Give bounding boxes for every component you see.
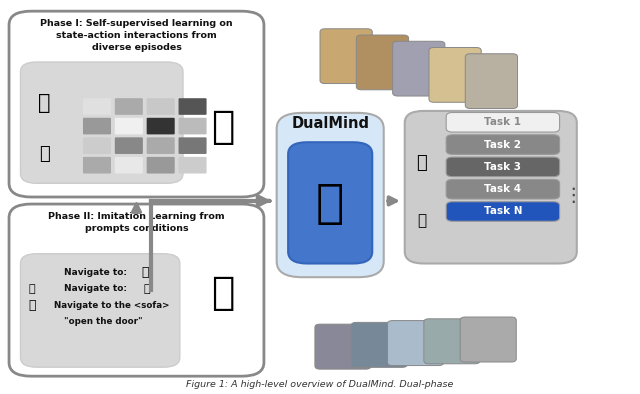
FancyBboxPatch shape	[446, 113, 559, 132]
Text: Navigate to:: Navigate to:	[64, 284, 127, 294]
Text: Task 4: Task 4	[484, 184, 522, 194]
Text: ⋮: ⋮	[563, 186, 583, 204]
Text: Figure 1: A high-level overview of DualMind. Dual-phase: Figure 1: A high-level overview of DualM…	[186, 380, 454, 389]
FancyBboxPatch shape	[388, 321, 444, 366]
FancyBboxPatch shape	[147, 138, 175, 154]
FancyBboxPatch shape	[404, 111, 577, 264]
Text: Task 1: Task 1	[484, 117, 522, 127]
FancyBboxPatch shape	[179, 138, 207, 154]
FancyBboxPatch shape	[356, 35, 408, 90]
FancyBboxPatch shape	[424, 319, 480, 364]
FancyBboxPatch shape	[115, 157, 143, 173]
FancyBboxPatch shape	[9, 204, 264, 376]
FancyBboxPatch shape	[351, 322, 407, 367]
FancyBboxPatch shape	[83, 98, 111, 115]
FancyBboxPatch shape	[147, 157, 175, 173]
FancyBboxPatch shape	[393, 41, 445, 96]
Text: 🦾: 🦾	[38, 93, 51, 113]
FancyBboxPatch shape	[446, 179, 559, 199]
FancyBboxPatch shape	[115, 138, 143, 154]
FancyBboxPatch shape	[276, 113, 384, 277]
Text: Navigate to:: Navigate to:	[64, 268, 127, 277]
FancyBboxPatch shape	[288, 142, 372, 264]
Text: 🖥: 🖥	[143, 284, 150, 294]
FancyBboxPatch shape	[179, 118, 207, 134]
Text: 🧠: 🧠	[211, 274, 235, 312]
FancyBboxPatch shape	[115, 118, 143, 134]
FancyBboxPatch shape	[315, 324, 371, 369]
Text: 🤖: 🤖	[417, 213, 426, 228]
Text: Task 2: Task 2	[484, 139, 522, 150]
Text: 🧠: 🧠	[211, 108, 235, 145]
FancyBboxPatch shape	[320, 29, 372, 84]
FancyBboxPatch shape	[115, 98, 143, 115]
Text: Phase II: Imitation Learning from
prompts conditions: Phase II: Imitation Learning from prompt…	[48, 212, 225, 233]
FancyBboxPatch shape	[446, 135, 559, 154]
Text: Task N: Task N	[484, 206, 522, 216]
FancyBboxPatch shape	[446, 157, 559, 177]
FancyBboxPatch shape	[179, 98, 207, 115]
FancyBboxPatch shape	[20, 254, 180, 367]
Text: DualMind: DualMind	[291, 116, 369, 131]
Text: Navigate to the <sofa>: Navigate to the <sofa>	[54, 301, 169, 310]
Text: "open the door": "open the door"	[64, 317, 143, 326]
FancyBboxPatch shape	[20, 62, 183, 183]
FancyBboxPatch shape	[465, 54, 518, 108]
FancyBboxPatch shape	[83, 118, 111, 134]
Text: 🦾: 🦾	[417, 154, 428, 171]
FancyBboxPatch shape	[446, 202, 559, 221]
FancyBboxPatch shape	[179, 157, 207, 173]
Text: Phase I: Self-supervised learning on
state-action interactions from
diverse epis: Phase I: Self-supervised learning on sta…	[40, 19, 233, 52]
FancyBboxPatch shape	[83, 138, 111, 154]
Text: 🖼: 🖼	[29, 284, 35, 294]
Text: 🤖: 🤖	[316, 182, 344, 227]
Text: 👤: 👤	[28, 299, 36, 312]
FancyBboxPatch shape	[147, 118, 175, 134]
Text: 🚪: 🚪	[141, 266, 149, 279]
Text: 🤖: 🤖	[39, 145, 50, 163]
FancyBboxPatch shape	[429, 48, 481, 102]
FancyBboxPatch shape	[9, 11, 264, 197]
FancyBboxPatch shape	[83, 157, 111, 173]
Text: Task 3: Task 3	[484, 162, 522, 172]
FancyBboxPatch shape	[460, 317, 516, 362]
FancyBboxPatch shape	[147, 98, 175, 115]
